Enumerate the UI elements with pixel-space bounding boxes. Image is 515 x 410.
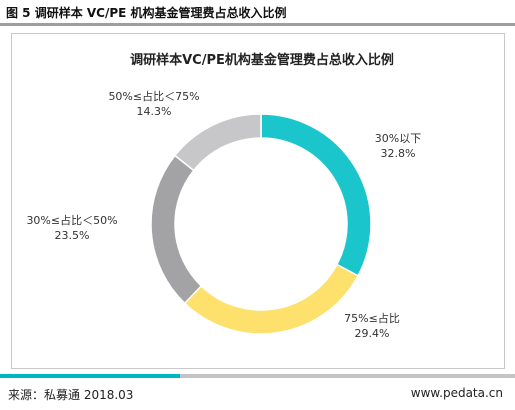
slice-category-label: 50%≤占比＜75% <box>108 89 199 103</box>
top-divider <box>0 23 515 26</box>
donut-slice <box>173 113 262 172</box>
chart-title: 调研样本VC/PE机构基金管理费占总收入比例 <box>130 52 394 68</box>
slice-value-label: 32.8% <box>381 147 416 160</box>
donut-slice <box>260 113 372 277</box>
donut-slice <box>183 263 360 335</box>
figure-title: 图 5 调研样本 VC/PE 机构基金管理费占总收入比例 <box>6 6 287 20</box>
slice-labels: 30%以下 32.8% 75%≤占比 29.4% 30%≤占比＜50% 23.5% 50%≤… <box>26 89 421 340</box>
donut-slice <box>150 154 203 305</box>
slice-category-label: 30%≤占比＜50% <box>26 213 117 227</box>
donut-slices <box>150 113 372 335</box>
slice-category-label: 75%≤占比 <box>344 311 400 325</box>
website-link[interactable]: www.pedata.cn <box>410 386 503 400</box>
slice-value-label: 29.4% <box>355 327 390 340</box>
slice-value-label: 14.3% <box>137 105 172 118</box>
slice-value-label: 23.5% <box>55 229 90 242</box>
footer-bar-accent <box>0 374 180 378</box>
footer-bar <box>0 374 515 378</box>
donut-chart: 调研样本VC/PE机构基金管理费占总收入比例 30%以下 32.8% 75%≤占比 2… <box>26 52 421 340</box>
chart-panel: 调研样本VC/PE机构基金管理费占总收入比例 30%以下 32.8% 75%≤占比 2… <box>11 33 505 369</box>
source-note: 来源：私募通 2018.03 <box>8 388 134 402</box>
slice-category-label: 30%以下 <box>375 132 421 145</box>
